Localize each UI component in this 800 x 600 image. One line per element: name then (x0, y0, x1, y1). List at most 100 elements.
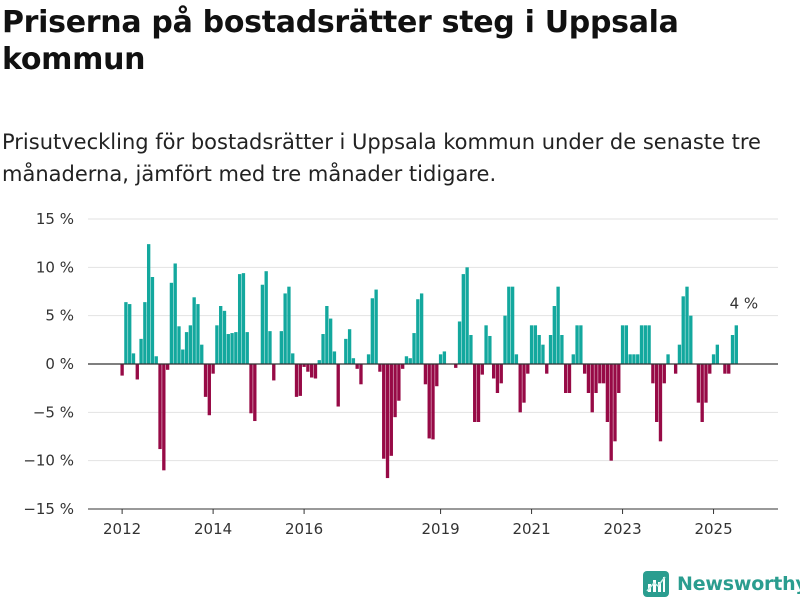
bar (124, 302, 128, 364)
bar (624, 325, 629, 364)
bar (128, 304, 132, 364)
bar (237, 274, 242, 364)
bar (594, 364, 598, 393)
bar (219, 306, 223, 364)
bar (552, 306, 556, 364)
bar (150, 277, 155, 364)
bar (681, 296, 685, 364)
bar (389, 364, 393, 456)
bar (666, 354, 670, 364)
bar (435, 364, 439, 387)
bar (268, 331, 272, 364)
bar (537, 335, 541, 364)
bar (173, 263, 177, 364)
bar (423, 364, 428, 385)
bar (522, 364, 526, 403)
bar (704, 364, 708, 403)
bar (245, 332, 249, 364)
y-tick-label: 0 % (45, 355, 74, 373)
bar (298, 364, 302, 396)
bar (586, 364, 591, 393)
bar (480, 364, 484, 375)
bar (442, 351, 447, 364)
bar (200, 344, 204, 364)
bar (215, 325, 219, 364)
bar (723, 364, 727, 374)
bar (454, 364, 458, 368)
x-tick-label: 2025 (694, 520, 732, 538)
chart-subtitle: Prisutveckling för bostadsrätter i Uppsa… (2, 130, 761, 186)
bar (192, 297, 196, 364)
bar (579, 325, 583, 364)
bar (162, 364, 166, 471)
bar (355, 364, 359, 369)
bar (689, 315, 693, 364)
bar (207, 364, 211, 416)
bar (370, 298, 375, 364)
bar (294, 364, 299, 397)
bar (655, 364, 659, 422)
bars (120, 244, 738, 479)
bar (408, 358, 412, 364)
bar (382, 364, 386, 459)
bar (518, 364, 522, 413)
bar (567, 364, 572, 393)
y-axis-tick-labels: 15 % 10 % 5 % 0 % −5 % −10 % −15 % (23, 210, 74, 518)
bar (529, 325, 534, 364)
bar (302, 364, 306, 367)
bar (571, 354, 575, 364)
bar (575, 325, 579, 364)
bar (241, 273, 246, 364)
bar (677, 344, 682, 364)
bar (169, 282, 174, 364)
bar (158, 364, 162, 450)
bar (321, 334, 325, 364)
bar (165, 364, 170, 370)
y-tick-label: 15 % (36, 210, 74, 228)
bar (146, 244, 151, 364)
bar (253, 364, 257, 422)
bar (730, 335, 735, 364)
bar (590, 364, 594, 413)
bar (620, 325, 625, 364)
y-tick-label: −10 % (23, 452, 74, 470)
bar (636, 354, 640, 364)
y-tick-label: 5 % (45, 307, 74, 325)
bar (332, 351, 337, 364)
bar (727, 364, 731, 374)
bar (291, 353, 295, 364)
value-annotation: 4 % (730, 294, 759, 312)
bar-chart: 15 %10 %5 %0 %−5 %−10 %−15 % 2012 2014 201… (23, 210, 778, 538)
bar (325, 306, 329, 364)
bar (412, 333, 416, 364)
bar (378, 364, 382, 372)
x-axis: 2012 2014 2016 2019 2021 2023 2025 (88, 508, 778, 538)
bar (605, 364, 610, 422)
bar (609, 364, 613, 461)
x-tick-label: 2019 (421, 520, 459, 538)
bar (476, 364, 481, 422)
bar (196, 304, 200, 364)
bar (404, 356, 409, 364)
bar (393, 364, 397, 418)
y-tick-label: 10 % (36, 258, 74, 276)
bar (264, 271, 268, 364)
x-tick-label: 2016 (285, 520, 323, 538)
bar (639, 325, 644, 364)
bar (658, 364, 663, 442)
bar (283, 293, 287, 364)
y-tick-label: −5 % (33, 403, 74, 421)
bar (120, 364, 124, 376)
bar (188, 325, 193, 364)
bar (306, 364, 310, 372)
bar (469, 335, 473, 364)
bar (582, 364, 587, 374)
bar (211, 364, 215, 374)
bar (359, 364, 363, 385)
bar (401, 364, 405, 369)
bar (628, 354, 632, 364)
bar (249, 364, 253, 414)
bar (279, 331, 284, 364)
bar (344, 338, 348, 364)
bar (260, 284, 265, 364)
